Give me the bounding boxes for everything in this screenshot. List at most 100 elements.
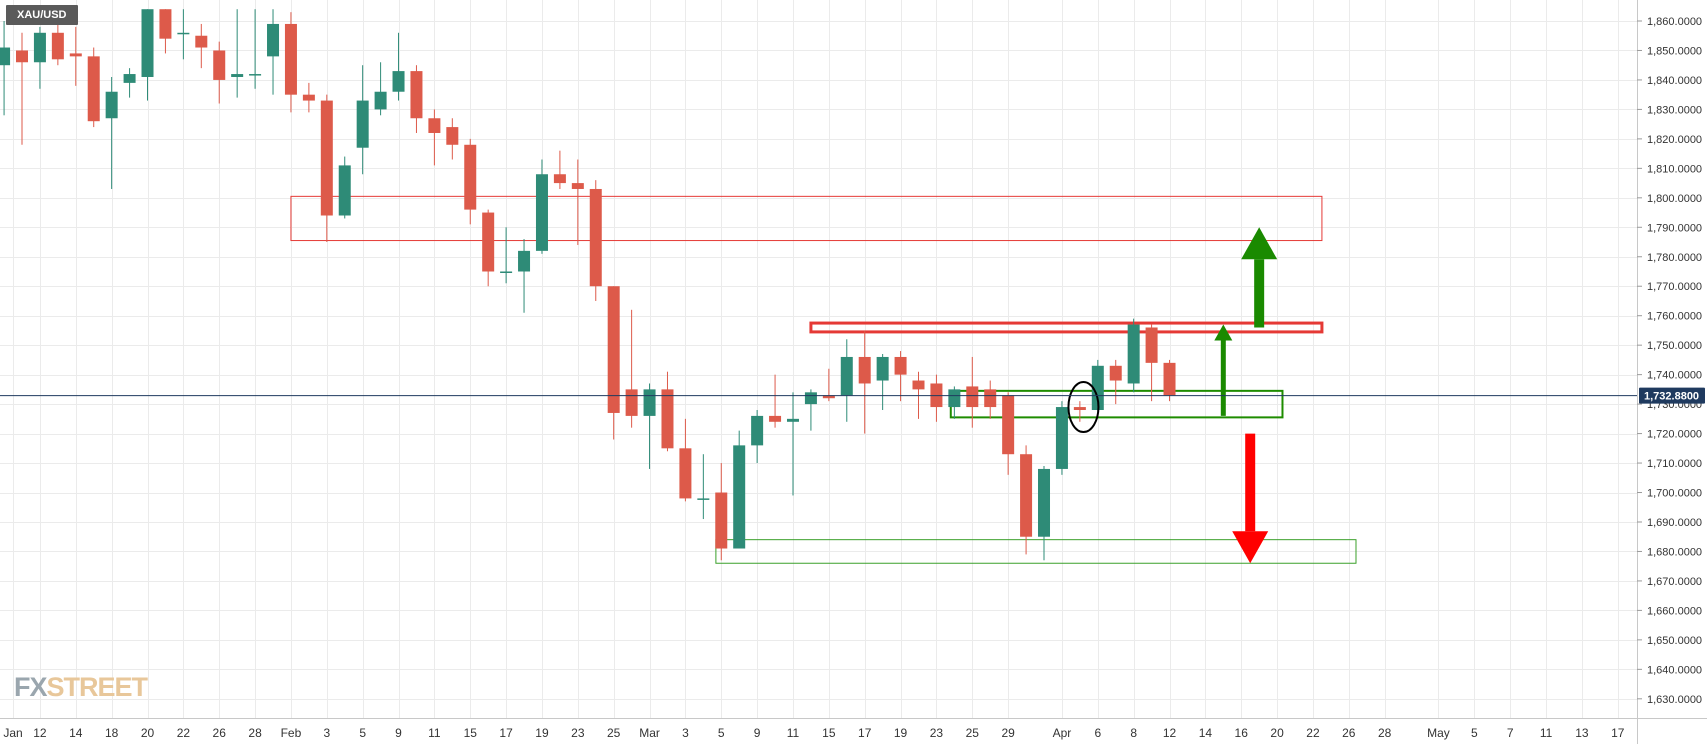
candle-body: [1020, 454, 1033, 537]
candle: [894, 351, 907, 402]
x-tick-label: 22: [1306, 726, 1320, 740]
candle-body: [894, 356, 907, 375]
candle: [858, 330, 871, 434]
x-tick-label: 20: [1270, 726, 1284, 740]
candle-body: [500, 271, 513, 273]
candle-body: [715, 492, 728, 549]
candle-body: [984, 389, 997, 408]
candle-body: [589, 188, 602, 287]
x-tick-label: 19: [894, 726, 908, 740]
candle-body: [231, 74, 244, 77]
candle-body: [123, 74, 136, 83]
logo-part-fx: FX: [14, 672, 48, 702]
x-month-label: Feb: [281, 726, 302, 740]
current-price-label-text: 1,732.8800: [1644, 391, 1699, 403]
x-tick-label: 28: [248, 726, 262, 740]
candle: [195, 23, 208, 69]
candle: [661, 371, 674, 452]
candle: [571, 159, 584, 245]
x-tick-label: 15: [464, 726, 478, 740]
y-tick-label: 1,650.0000: [1647, 635, 1702, 647]
x-tick-label: 26: [1342, 726, 1356, 740]
x-tick-label: 6: [1094, 726, 1101, 740]
x-tick-label: 25: [966, 726, 980, 740]
candle-body: [1127, 324, 1140, 384]
x-tick-label: 17: [499, 726, 513, 740]
candle: [751, 410, 764, 464]
candle-body: [51, 32, 64, 60]
candle-body: [0, 47, 11, 66]
y-tick-label: 1,630.0000: [1647, 694, 1702, 706]
logo-part-street: STREET: [46, 672, 149, 702]
candles: [0, 9, 1176, 561]
x-tick-label: 25: [607, 726, 621, 740]
candle: [482, 209, 495, 287]
x-month-label: May: [1427, 726, 1450, 740]
y-tick-label: 1,750.0000: [1647, 340, 1702, 352]
x-tick-label: 9: [754, 726, 761, 740]
x-tick-label: 3: [682, 726, 689, 740]
candle-body: [607, 286, 620, 413]
candle-body: [392, 71, 405, 92]
candle-body: [679, 448, 692, 499]
candle-body: [159, 9, 172, 39]
candle: [1127, 318, 1140, 393]
candle-body: [374, 91, 387, 110]
annotations: [1067, 227, 1278, 564]
candle-body: [356, 100, 369, 148]
x-tick-label: 14: [1199, 726, 1213, 740]
candle: [769, 374, 782, 428]
candle: [518, 239, 531, 313]
x-tick-label: 15: [822, 726, 836, 740]
x-tick-label: 11: [428, 726, 441, 740]
y-tick-label: 1,770.0000: [1647, 281, 1702, 293]
candle-body: [697, 498, 710, 500]
x-tick-label: 5: [359, 726, 366, 740]
x-tick-label: 3: [323, 726, 330, 740]
y-tick-label: 1,670.0000: [1647, 576, 1702, 588]
candle: [535, 159, 548, 254]
y-tick-label: 1,850.0000: [1647, 45, 1702, 57]
candle: [123, 68, 136, 98]
candle: [786, 392, 799, 496]
y-tick-label: 1,690.0000: [1647, 517, 1702, 529]
arrow-head: [1241, 227, 1278, 260]
candle: [16, 32, 28, 145]
candle-body: [643, 389, 656, 416]
y-tick-label: 1,660.0000: [1647, 605, 1702, 617]
candle: [1163, 359, 1176, 402]
time-axis[interactable]: Jan 12 14 18 20 22 26 28 Feb 3 5 9 11 15 17 19 23 25 Mar 3 5…: [3, 726, 1624, 740]
price-axis[interactable]: 1,630.0000 1,640.0000 1,650.0000 1,660.0000…: [1637, 16, 1705, 706]
candle-body: [1109, 365, 1122, 381]
candle: [697, 454, 710, 520]
y-tick-label: 1,680.0000: [1647, 546, 1702, 558]
candle-body: [320, 100, 333, 216]
candle: [679, 418, 692, 502]
candle: [1020, 445, 1033, 555]
candle-body: [267, 23, 280, 57]
x-tick-label: 19: [535, 726, 549, 740]
candle: [966, 356, 979, 428]
candle: [500, 227, 513, 284]
candle: [876, 354, 889, 411]
candle: [338, 156, 351, 219]
x-tick-label: 8: [1130, 726, 1137, 740]
x-tick-label: 18: [105, 726, 119, 740]
candle-body: [33, 32, 46, 63]
down-arrow: [1232, 433, 1269, 564]
candle: [1145, 324, 1158, 402]
candle: [302, 82, 315, 113]
candle: [231, 9, 244, 98]
candle: [1109, 359, 1122, 405]
candle-body: [284, 23, 297, 95]
candle-body: [177, 32, 190, 35]
candle: [1073, 401, 1086, 422]
x-month-label: Apr: [1053, 726, 1072, 740]
candle-body: [141, 9, 154, 77]
x-tick-label: 13: [1575, 726, 1589, 740]
candle-body: [571, 183, 584, 189]
candle-body: [948, 389, 961, 408]
candle: [51, 21, 64, 66]
